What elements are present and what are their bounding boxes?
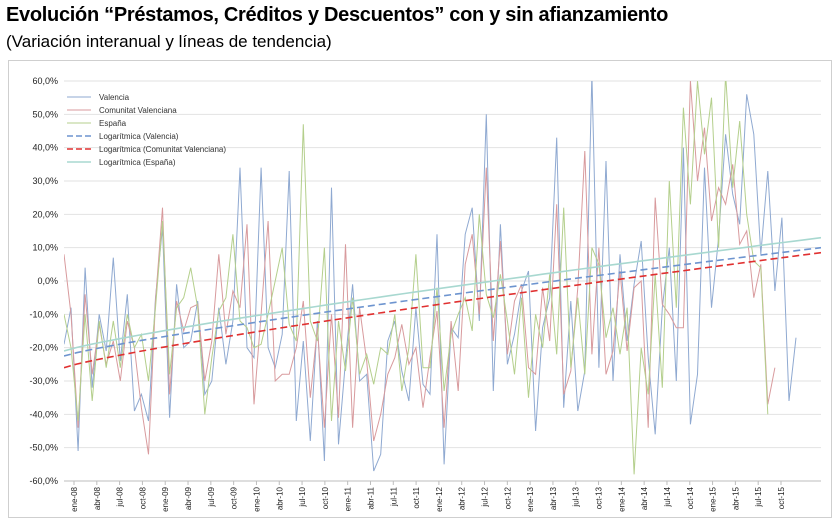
x-tick-label: ene-14 bbox=[617, 486, 626, 511]
x-tick-label: abr-14 bbox=[640, 486, 649, 510]
x-tick-label: jul-09 bbox=[207, 486, 216, 507]
y-tick-label: 40,0% bbox=[32, 143, 58, 153]
x-tick-label: abr-08 bbox=[93, 486, 102, 510]
x-tick-label: ene-10 bbox=[252, 486, 261, 511]
x-tick-label: oct-09 bbox=[230, 486, 239, 509]
legend-label: Comunitat Valenciana bbox=[99, 106, 177, 115]
x-tick-label: abr-09 bbox=[184, 486, 193, 510]
x-tick-label: abr-11 bbox=[366, 486, 375, 509]
x-tick-label: oct-15 bbox=[777, 486, 786, 509]
legend-label: Valencia bbox=[99, 93, 130, 102]
x-tick-label: jul-13 bbox=[572, 486, 581, 507]
x-tick-label: oct-12 bbox=[503, 486, 512, 509]
x-tick-label: abr-15 bbox=[731, 486, 740, 510]
y-tick-label: 50,0% bbox=[32, 109, 58, 119]
series-line-4 bbox=[64, 251, 821, 369]
x-tick-label: ene-13 bbox=[526, 486, 535, 511]
series-lines bbox=[64, 81, 821, 475]
y-tick-label: -60,0% bbox=[29, 476, 58, 486]
y-tick-label: -10,0% bbox=[29, 309, 58, 319]
x-tick-label: ene-09 bbox=[161, 486, 170, 511]
y-tick-label: 20,0% bbox=[32, 209, 58, 219]
chart-subtitle: (Variación interanual y líneas de tenden… bbox=[6, 32, 332, 51]
x-tick-label: jul-08 bbox=[116, 486, 125, 507]
series-line-5 bbox=[64, 236, 821, 352]
x-tick-label: oct-13 bbox=[595, 486, 604, 509]
chart-area: 60,0% 50,0% 40,0% 30,0% 20,0% 10,0% 0,0% -10,0%… bbox=[8, 60, 832, 518]
series-line-0 bbox=[64, 81, 797, 472]
x-tick-label: oct-10 bbox=[321, 486, 330, 509]
y-tick-label: 30,0% bbox=[32, 176, 58, 186]
series-line-3 bbox=[64, 246, 821, 357]
legend-label: Logarítmica (Valencia) bbox=[99, 132, 179, 141]
x-tick-label: abr-12 bbox=[458, 486, 467, 510]
x-tick-label: jul-11 bbox=[389, 486, 398, 507]
axes: 60,0% 50,0% 40,0% 30,0% 20,0% 10,0% 0,0% -10,0%… bbox=[29, 76, 821, 512]
y-tick-label: 60,0% bbox=[32, 76, 58, 86]
x-tick-label: ene-12 bbox=[435, 486, 444, 511]
x-tick-label: jul-15 bbox=[754, 486, 763, 507]
x-tick-label: jul-12 bbox=[481, 486, 490, 507]
legend-label: Logarítmica (Comunitat Valenciana) bbox=[99, 145, 226, 154]
x-tick-label: abr-10 bbox=[275, 486, 284, 510]
x-tick-label: abr-13 bbox=[549, 486, 558, 510]
x-tick-label: ene-11 bbox=[344, 486, 353, 511]
x-tick-label: oct-11 bbox=[412, 486, 421, 508]
line-chart: 60,0% 50,0% 40,0% 30,0% 20,0% 10,0% 0,0% -10,0%… bbox=[29, 76, 821, 512]
series-line-2 bbox=[64, 81, 769, 475]
legend-label: España bbox=[99, 119, 127, 128]
y-tick-label: -40,0% bbox=[29, 409, 58, 419]
x-tick-label: oct-14 bbox=[686, 486, 695, 509]
legend: Valencia Comunitat Valenciana España Logarí… bbox=[67, 93, 226, 167]
chart-title: Evolución “Préstamos, Créditos y Descuen… bbox=[6, 4, 669, 26]
legend-label: Logarítmica (España) bbox=[99, 158, 176, 167]
y-tick-label: 0,0% bbox=[37, 276, 58, 286]
y-tick-label: -20,0% bbox=[29, 343, 58, 353]
series-line-1 bbox=[64, 81, 776, 455]
x-tick-label: jul-14 bbox=[663, 486, 672, 507]
x-tick-label: ene-08 bbox=[70, 486, 79, 511]
y-tick-label: 10,0% bbox=[32, 243, 58, 253]
x-tick-label: oct-08 bbox=[138, 486, 147, 509]
x-tick-label: jul-10 bbox=[298, 486, 307, 507]
y-tick-label: -30,0% bbox=[29, 376, 58, 386]
x-tick-label: ene-15 bbox=[709, 486, 718, 511]
y-tick-label: -50,0% bbox=[29, 443, 58, 453]
